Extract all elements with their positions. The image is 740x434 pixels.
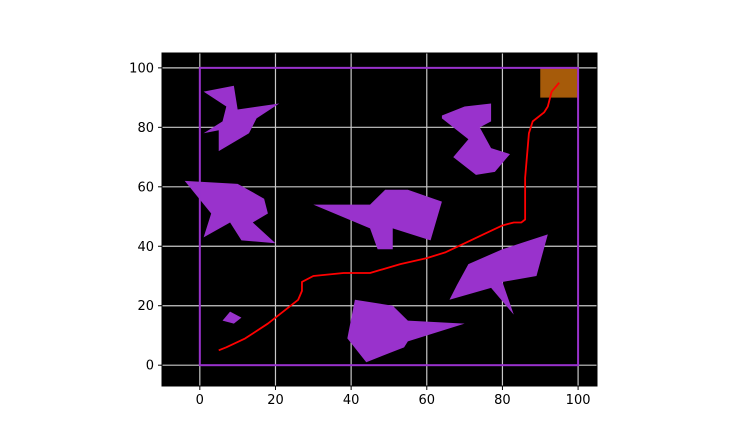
obstacle-6 bbox=[347, 299, 465, 363]
y-tick-label: 40 bbox=[137, 240, 154, 255]
x-tick-label: 80 bbox=[494, 393, 511, 408]
x-tick-label: 0 bbox=[196, 393, 204, 408]
goal-region bbox=[540, 67, 579, 98]
y-tick-label: 80 bbox=[137, 121, 154, 136]
y-tick-label: 100 bbox=[129, 61, 154, 76]
obstacle-5 bbox=[449, 234, 548, 315]
obstacle-1 bbox=[203, 85, 280, 152]
y-tick-label: 60 bbox=[137, 180, 154, 195]
y-axis-ticks: 0 20 40 60 80 100 bbox=[129, 61, 162, 374]
planned-path bbox=[218, 82, 560, 352]
axes-frame bbox=[161, 52, 598, 387]
obstacles bbox=[184, 85, 548, 363]
obstacle-2 bbox=[441, 103, 510, 175]
plot-area bbox=[161, 52, 598, 387]
y-tick-label: 0 bbox=[146, 359, 154, 374]
obstacle-7 bbox=[222, 311, 242, 324]
y-tick-label: 20 bbox=[137, 299, 154, 314]
x-axis-ticks: 0 20 40 60 80 100 bbox=[196, 386, 591, 408]
x-tick-label: 20 bbox=[267, 393, 284, 408]
boundary-rectangle bbox=[198, 66, 580, 367]
x-tick-label: 40 bbox=[343, 393, 360, 408]
x-tick-label: 60 bbox=[419, 393, 436, 408]
obstacle-3 bbox=[184, 180, 276, 244]
obstacle-4 bbox=[313, 189, 442, 250]
x-tick-label: 100 bbox=[566, 393, 591, 408]
